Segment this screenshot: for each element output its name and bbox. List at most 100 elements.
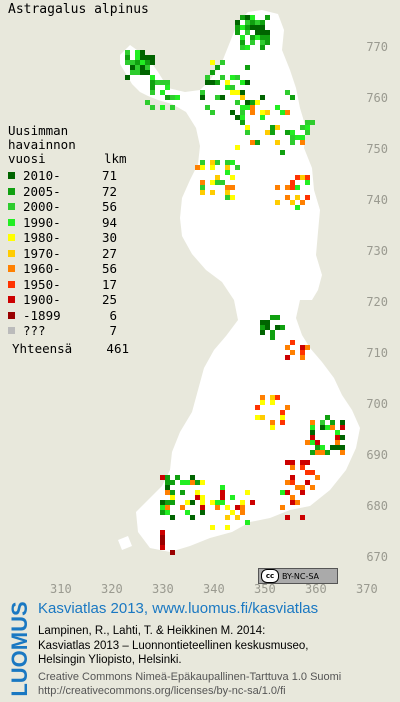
observation-square <box>200 160 205 165</box>
observation-square <box>295 135 300 140</box>
luomus-logo: LUOMUS <box>7 601 32 697</box>
observation-square <box>160 540 165 545</box>
x-axis-label: 320 <box>101 582 123 596</box>
license-badge[interactable]: cc BY-NC-SA <box>258 568 338 584</box>
observation-square <box>220 60 225 65</box>
observation-square <box>210 190 215 195</box>
observation-square <box>225 195 230 200</box>
observation-square <box>290 340 295 345</box>
observation-square <box>235 115 240 120</box>
observation-square <box>305 345 310 350</box>
legend-swatch <box>8 311 15 319</box>
observation-square <box>235 90 240 95</box>
citation-line-2: Kasviatlas 2013 – Luonnontieteellinen ke… <box>38 639 309 652</box>
legend-swatch <box>8 327 15 335</box>
observation-square <box>225 505 230 510</box>
observation-square <box>340 450 345 455</box>
observation-square <box>305 440 310 445</box>
observation-square <box>290 185 295 190</box>
observation-square <box>305 120 310 125</box>
observation-square <box>235 75 240 80</box>
observation-square <box>240 15 245 20</box>
observation-square <box>260 415 265 420</box>
legend-row: 1950- 17 <box>8 277 129 293</box>
observation-dots <box>125 15 345 555</box>
legend-count: 94 <box>101 214 117 230</box>
citation: Lampinen, R., Lahti, T. & Heikkinen M. 2… <box>38 624 308 668</box>
observation-square <box>175 95 180 100</box>
observation-square <box>135 50 140 55</box>
observation-square <box>205 75 210 80</box>
observation-square <box>215 160 220 165</box>
observation-square <box>300 125 305 130</box>
observation-square <box>180 490 185 495</box>
legend-year: 1950- <box>23 276 61 292</box>
observation-square <box>320 450 325 455</box>
observation-square <box>250 15 255 20</box>
legend-year: 2005- <box>23 183 61 199</box>
observation-square <box>300 355 305 360</box>
observation-square <box>200 500 205 505</box>
observation-square <box>240 45 245 50</box>
observation-square <box>245 15 250 20</box>
observation-square <box>330 445 335 450</box>
observation-square <box>295 175 300 180</box>
observation-square <box>125 60 130 65</box>
observation-square <box>285 355 290 360</box>
observation-square <box>305 180 310 185</box>
legend-heading-1: Uusimman <box>8 123 69 138</box>
observation-square <box>150 90 155 95</box>
observation-square <box>275 105 280 110</box>
observation-square <box>160 545 165 550</box>
legend-swatch <box>8 280 15 288</box>
license-text: Creative Commons Nimeä-Epäkaupallinen-Ta… <box>38 670 341 698</box>
observation-square <box>270 125 275 130</box>
legend-count: 30 <box>101 230 117 245</box>
observation-square <box>265 40 270 45</box>
observation-square <box>265 130 270 135</box>
observation-square <box>335 435 340 440</box>
observation-square <box>280 420 285 425</box>
observation-square <box>165 80 170 85</box>
observation-square <box>225 80 230 85</box>
observation-square <box>220 495 225 500</box>
observation-square <box>270 395 275 400</box>
license-url[interactable]: http://creativecommons.org/licenses/by-n… <box>38 685 286 697</box>
observation-square <box>240 80 245 85</box>
observation-square <box>225 190 230 195</box>
legend-year: 1960- <box>23 261 61 276</box>
observation-square <box>285 345 290 350</box>
legend-swatch <box>8 172 15 180</box>
observation-square <box>140 60 145 65</box>
cc-icon: cc <box>261 569 279 583</box>
observation-square <box>260 330 265 335</box>
observation-square <box>265 30 270 35</box>
observation-square <box>165 510 170 515</box>
observation-square <box>185 510 190 515</box>
observation-square <box>210 165 215 170</box>
observation-square <box>165 85 170 90</box>
observation-square <box>335 445 340 450</box>
observation-square <box>200 185 205 190</box>
observation-square <box>280 490 285 495</box>
observation-square <box>305 125 310 130</box>
observation-square <box>320 445 325 450</box>
observation-square <box>235 515 240 520</box>
atlas-title-link[interactable]: Kasviatlas 2013, www.luomus.fi/kasviatla… <box>38 600 319 617</box>
legend-swatch <box>8 218 15 226</box>
y-axis-label: 720 <box>366 295 388 309</box>
observation-square <box>130 70 135 75</box>
legend-row: 1900- 25 <box>8 292 129 308</box>
observation-square <box>220 95 225 100</box>
observation-square <box>235 100 240 105</box>
observation-square <box>265 15 270 20</box>
observation-square <box>160 505 165 510</box>
observation-square <box>240 510 245 515</box>
observation-square <box>210 110 215 115</box>
observation-square <box>290 475 295 480</box>
observation-square <box>300 490 305 495</box>
observation-square <box>240 95 245 100</box>
observation-square <box>200 165 205 170</box>
observation-square <box>260 45 265 50</box>
observation-square <box>280 110 285 115</box>
